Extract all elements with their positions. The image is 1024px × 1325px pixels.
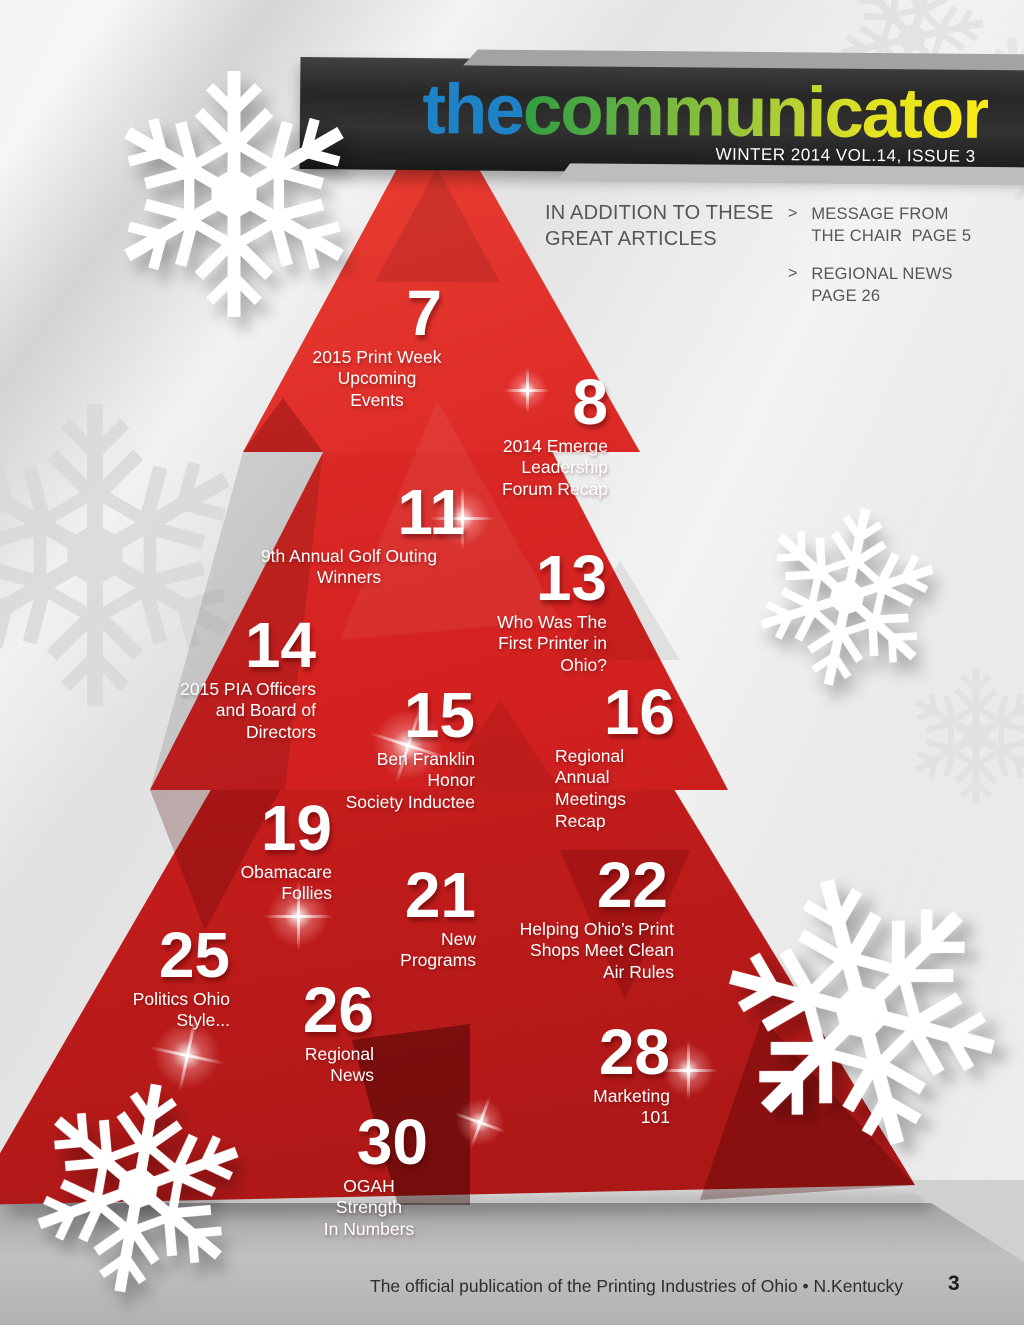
logo-communicator: communicator — [522, 70, 989, 155]
snowflake-icon — [730, 480, 965, 715]
list-item: > MESSAGE FROM THE CHAIR PAGE 5 — [788, 203, 998, 248]
page-number: 22 — [596, 849, 668, 921]
page-number: 13 — [535, 542, 607, 614]
toc-entry-13: 13 Who Was The First Printer in Ohio? — [455, 542, 607, 677]
article-title: Marketing 101 — [593, 1085, 670, 1128]
article-title: 9th Annual Golf Outing Winners — [260, 545, 438, 588]
toc-entry-15: 15 Ben Franklin Honor Society Inductee — [335, 679, 475, 814]
list-item-label: REGIONAL NEWS PAGE 26 — [811, 264, 953, 305]
page-number: 15 — [403, 679, 475, 751]
masthead-banner: thecommunicator WINTER 2014 VOL.14, ISSU… — [299, 57, 1024, 176]
toc-entry-28: 28 Marketing 101 — [568, 1016, 670, 1129]
page-number: 28 — [598, 1016, 670, 1088]
issue-line: WINTER 2014 VOL.14, ISSUE 3 — [715, 144, 976, 166]
article-title: Politics Ohio Style... — [132, 988, 230, 1031]
article-title: Regional News — [304, 1043, 374, 1086]
page-number: 19 — [260, 792, 332, 864]
snowflake-icon — [4, 1054, 273, 1323]
article-title: 2015 Print Week Upcoming Events — [312, 346, 442, 411]
toc-entry-16: 16 Regional Annual Meetings Recap — [555, 676, 675, 833]
article-title: New Programs — [400, 928, 476, 971]
page-number: 16 — [603, 676, 675, 748]
chevron-right-icon: > — [788, 205, 798, 222]
page-number: 30 — [356, 1106, 428, 1178]
list-item: > REGIONAL NEWS PAGE 26 — [788, 263, 998, 308]
article-title: Who Was The First Printer in Ohio? — [497, 611, 607, 676]
chevron-right-icon: > — [788, 264, 798, 282]
in-addition-list: > MESSAGE FROM THE CHAIR PAGE 5 > REGION… — [788, 203, 998, 322]
folio-page-number: 3 — [948, 1272, 960, 1295]
article-title: Helping Ohio’s Print Shops Meet Clean Ai… — [519, 918, 674, 983]
page-number: 11 — [397, 476, 465, 548]
article-title: Obamacare Follies — [240, 861, 332, 904]
toc-entry-8: 8 2014 Emerge Leadership Forum Recap — [420, 366, 608, 501]
article-title: 2015 PIA Officers and Board of Directors — [180, 678, 316, 743]
publication-note: The official publication of the Printing… — [370, 1276, 904, 1296]
article-title: Regional Annual Meetings Recap — [555, 745, 627, 831]
in-addition-heading: IN ADDITION TO THESE GREAT ARTICLES — [545, 202, 774, 251]
page-number: 7 — [406, 277, 442, 349]
snowflake-icon — [98, 58, 370, 330]
article-title: Ben Franklin Honor Society Inductee — [345, 748, 475, 813]
logo-the: the — [421, 70, 524, 150]
page-number: 14 — [244, 609, 316, 681]
toc-entry-21: 21 New Programs — [366, 859, 476, 972]
toc-entry-7: 7 2015 Print Week Upcoming Events — [312, 277, 442, 412]
toc-entry-19: 19 Obamacare Follies — [196, 792, 332, 905]
toc-entry-22: 22 Helping Ohio’s Print Shops Meet Clean… — [518, 849, 674, 984]
toc-entry-11: 11 9th Annual Golf Outing Winners — [233, 476, 465, 589]
toc-entry-30: 30 OGAH Strength In Numbers — [310, 1106, 428, 1241]
page-number: 26 — [302, 974, 374, 1046]
page-number: 25 — [158, 919, 230, 991]
toc-entry-25: 25 Politics Ohio Style... — [83, 919, 230, 1032]
list-item-label: MESSAGE FROM THE CHAIR PAGE 5 — [811, 205, 972, 246]
toc-entry-14: 14 2015 PIA Officers and Board of Direct… — [148, 609, 316, 744]
toc-entry-26: 26 Regional News — [263, 974, 374, 1087]
page-number: 8 — [572, 366, 608, 438]
page-number: 21 — [404, 859, 476, 931]
article-title: OGAH Strength In Numbers — [323, 1175, 415, 1240]
article-title: 2014 Emerge Leadership Forum Recap — [501, 435, 608, 500]
